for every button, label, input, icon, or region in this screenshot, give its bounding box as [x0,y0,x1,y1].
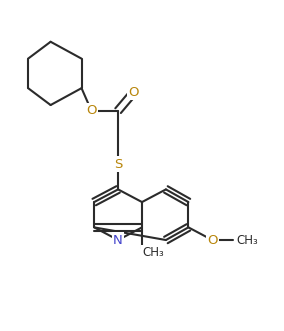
Text: N: N [113,234,123,247]
Text: S: S [114,158,122,170]
Text: O: O [86,104,97,117]
Text: CH₃: CH₃ [142,246,164,259]
Text: CH₃: CH₃ [236,234,258,247]
Text: O: O [207,234,218,247]
Text: O: O [128,86,139,99]
